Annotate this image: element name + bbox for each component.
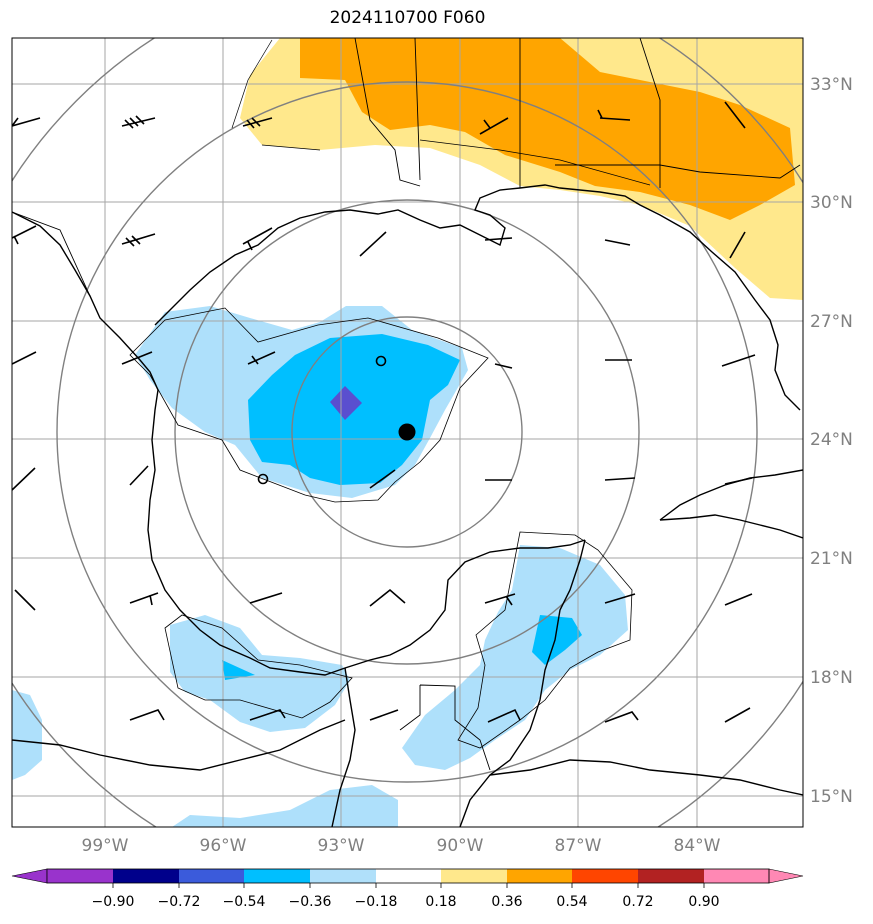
colorbar-tick-label: 0.36 (491, 894, 522, 910)
lat-label: 30°N (810, 193, 853, 213)
colorbar-segment (113, 869, 179, 883)
colorbar-segment (572, 869, 638, 883)
colorbar-segment (507, 869, 572, 883)
lon-label: 99°W (82, 836, 129, 856)
map-frame (11, 37, 804, 828)
colorbar-segment (441, 869, 507, 883)
colorbar-tick-label: −0.72 (158, 894, 201, 910)
map-title: 2024110700 F060 (329, 8, 486, 28)
lat-label: 21°N (810, 549, 853, 569)
lon-label: 93°W (318, 836, 365, 856)
lat-label: 27°N (810, 312, 853, 332)
colorbar-segment (244, 869, 310, 883)
lon-label: 96°W (200, 836, 247, 856)
colorbar-tick-label: −0.90 (92, 894, 135, 910)
colorbar-tick-label: −0.54 (223, 894, 266, 910)
colorbar-tick-label: 0.54 (556, 894, 587, 910)
negative-anomaly-yucatan (402, 545, 628, 770)
negative-anomaly-core-east (532, 615, 582, 665)
colorbar-segment (310, 869, 376, 883)
lat-label: 33°N (810, 75, 853, 95)
colorbar-segment (704, 869, 769, 883)
storm-center-marker (398, 423, 416, 441)
colorbar-segment (376, 869, 441, 883)
negative-anomaly-core-west (222, 660, 255, 680)
colorbar-tick-label: 0.72 (622, 894, 653, 910)
anomaly-contour-yuc2 (457, 531, 633, 749)
colorbar-extend-min (11, 868, 48, 884)
lat-label: 24°N (810, 430, 853, 450)
lon-label: 87°W (555, 836, 602, 856)
anomaly-contour-yucatan (164, 614, 353, 719)
range-rings (12, 38, 803, 827)
colorbar-tick-label: 0.90 (688, 894, 719, 910)
anomaly-contour (129, 307, 489, 503)
coastlines (12, 38, 803, 827)
open-circle-marker (375, 355, 387, 367)
negative-anomaly-west (12, 690, 42, 780)
colorbar-tick-label: −0.36 (289, 894, 332, 910)
lon-label: 84°W (674, 836, 721, 856)
colorbar-extend-max (768, 868, 804, 884)
colorbar-segment (47, 869, 113, 883)
colorbar-segment (179, 869, 244, 883)
open-circle-marker (257, 473, 269, 485)
map-area[interactable] (0, 0, 873, 900)
graticule (12, 38, 803, 827)
colorbar-tick-label: 0.18 (425, 894, 456, 910)
colorbar-tick-label: −0.18 (355, 894, 398, 910)
colorbar: −0.90 −0.72 −0.54 −0.36 −0.18 0.18 0.36 … (11, 868, 804, 910)
negative-anomaly-mexico (170, 615, 350, 732)
wind-barbs (12, 101, 756, 723)
negative-anomaly-peak (330, 386, 362, 420)
colorbar-segment (638, 869, 704, 883)
lat-label: 15°N (810, 787, 853, 807)
anomaly-contour-north (231, 39, 651, 186)
lon-label: 90°W (437, 836, 484, 856)
lat-label: 18°N (810, 668, 853, 688)
